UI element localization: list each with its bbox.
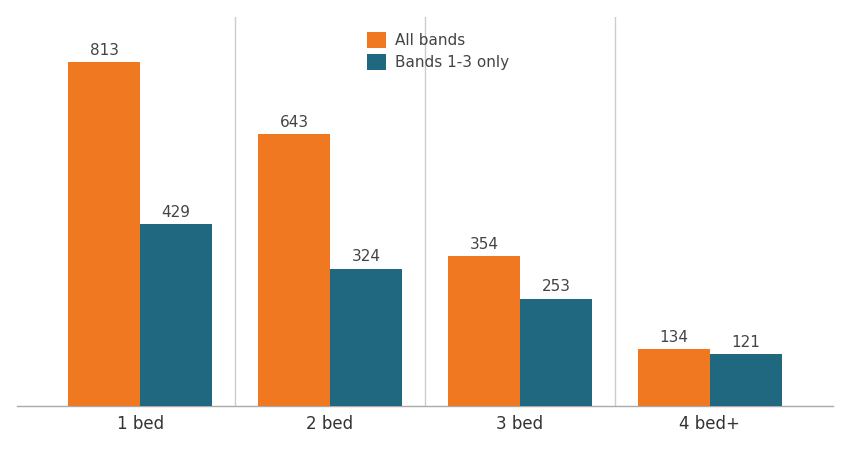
Bar (68, 62, 140, 405)
Text: 813: 813 (89, 43, 118, 58)
Text: 134: 134 (660, 330, 688, 345)
Bar (258, 134, 330, 405)
Bar (710, 355, 782, 405)
Bar (520, 299, 592, 405)
Legend: All bands, Bands 1-3 only: All bands, Bands 1-3 only (367, 32, 509, 70)
Bar (140, 224, 212, 405)
Text: 429: 429 (162, 205, 190, 220)
Bar (448, 256, 520, 405)
Text: 354: 354 (469, 237, 498, 252)
Text: 121: 121 (732, 335, 761, 350)
Text: 324: 324 (352, 249, 381, 265)
Text: 643: 643 (280, 115, 309, 130)
Bar (330, 269, 402, 405)
Text: 253: 253 (541, 279, 570, 294)
Bar (638, 349, 710, 405)
